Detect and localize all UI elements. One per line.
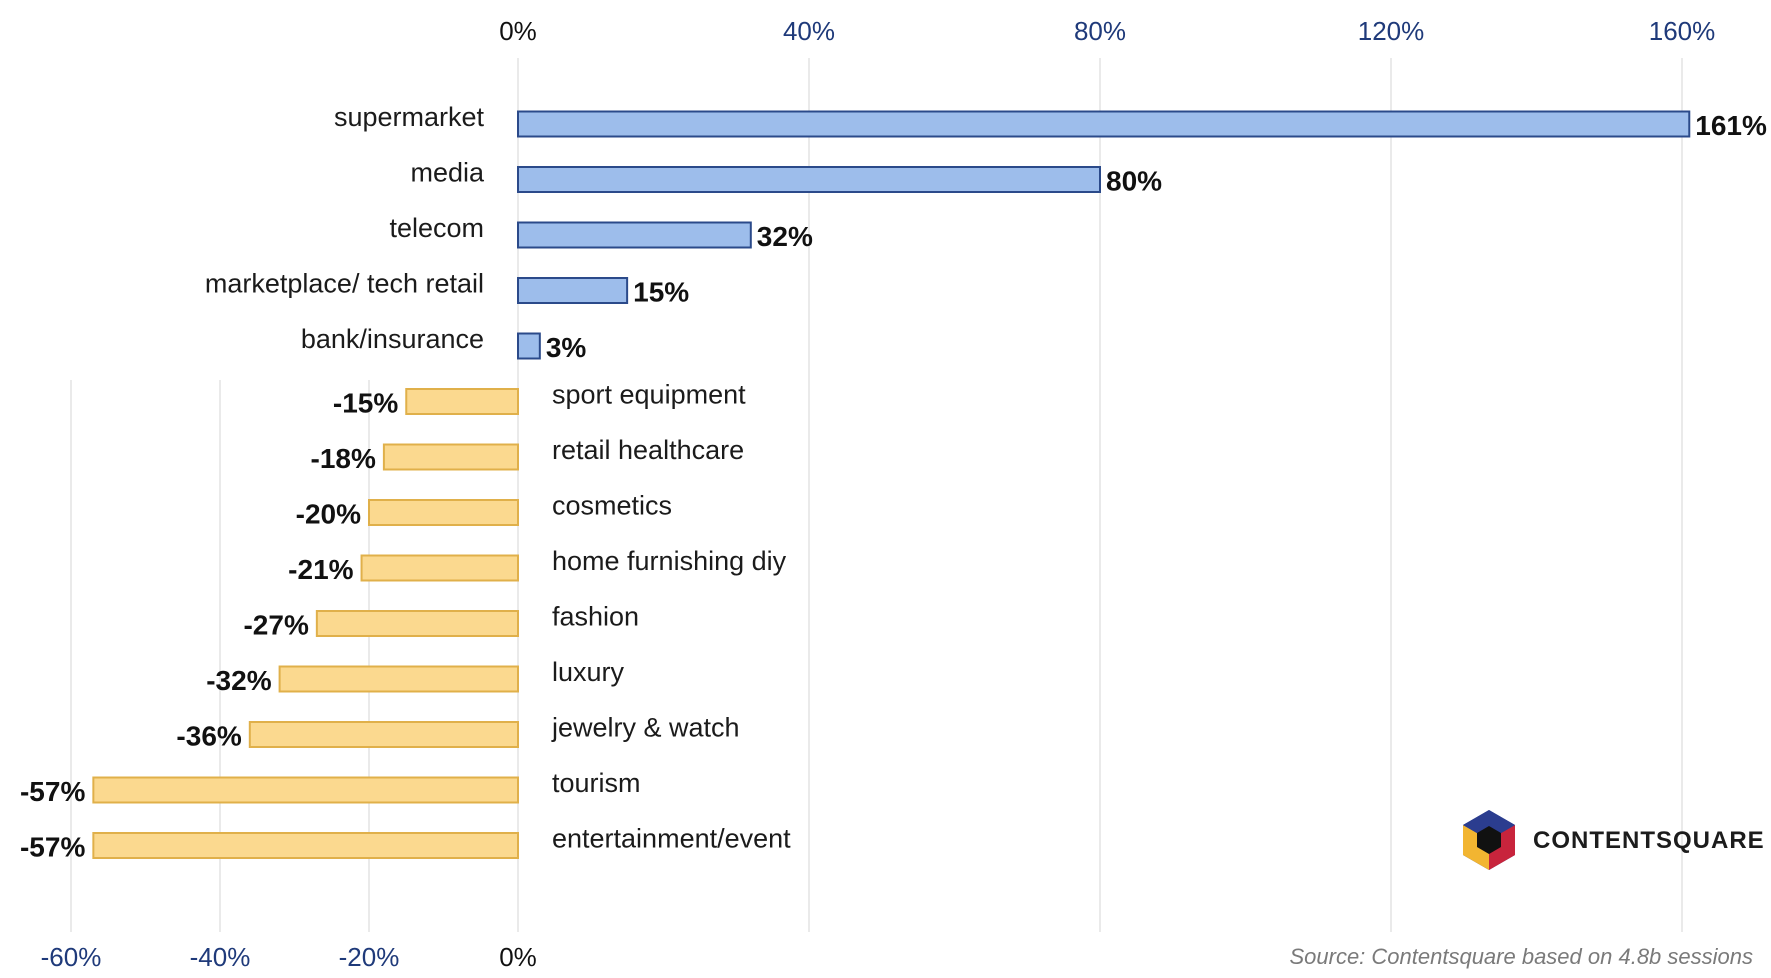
value-label: -32%: [206, 665, 271, 696]
top-tick-label: 160%: [1649, 16, 1716, 46]
value-labels: 161% 80% 32% 15% 3% -15% -18% -20% -21% -27% -32% -…: [20, 110, 1767, 863]
bottom-tick-label: -60%: [41, 942, 102, 972]
bar: [92, 832, 519, 859]
grid-lines: [70, 58, 1683, 932]
value-label: -15%: [333, 388, 398, 419]
bar: [368, 499, 519, 526]
category-label: media: [410, 158, 485, 188]
value-label: 3%: [546, 332, 587, 363]
bottom-tick-label: -20%: [339, 942, 400, 972]
category-label: tourism: [552, 768, 641, 798]
value-label: 15%: [633, 277, 689, 308]
value-label: -36%: [176, 721, 241, 752]
bar: [360, 554, 519, 582]
category-label: fashion: [552, 602, 639, 632]
top-tick-label: 80%: [1074, 16, 1126, 46]
bar: [517, 277, 629, 304]
category-label: telecom: [389, 213, 484, 243]
brand-name: CONTENTSQUARE: [1533, 827, 1765, 854]
category-label: marketplace/ tech retail: [205, 269, 484, 299]
bar: [382, 443, 519, 471]
value-label: 161%: [1695, 110, 1767, 141]
bar: [278, 665, 519, 693]
category-label: cosmetics: [552, 491, 672, 521]
bar: [517, 110, 1691, 138]
value-label: -57%: [20, 832, 85, 863]
brand-logo: CONTENTSQUARE: [1459, 808, 1765, 874]
bottom-axis-ticks: -60% -40% -20% 0%: [41, 942, 537, 972]
category-label: jewelry & watch: [551, 713, 740, 743]
bar: [248, 721, 520, 748]
category-label: bank/insurance: [301, 324, 484, 354]
bar: [315, 610, 519, 637]
top-tick-label: 120%: [1358, 16, 1425, 46]
category-label: home furnishing diy: [552, 546, 787, 576]
bar: [92, 776, 519, 804]
category-labels: supermarket media telecom marketplace/ tech…: [205, 102, 791, 854]
category-label: entertainment/event: [552, 824, 791, 854]
contentsquare-hexagon-icon: [1463, 810, 1515, 870]
source-note: Source: Contentsquare based on 4.8b sess…: [1289, 944, 1753, 969]
category-label: retail healthcare: [552, 435, 744, 465]
bottom-tick-label: -40%: [190, 942, 251, 972]
value-label: -57%: [20, 776, 85, 807]
bars: [92, 110, 1691, 859]
value-label: -27%: [243, 610, 308, 641]
value-label: 32%: [757, 221, 813, 252]
bar: [517, 332, 541, 360]
bar: [517, 221, 752, 249]
category-label: luxury: [552, 657, 625, 687]
category-label: supermarket: [334, 102, 485, 132]
category-label: sport equipment: [552, 380, 746, 410]
value-label: 80%: [1106, 166, 1162, 197]
value-label: -18%: [311, 443, 376, 474]
value-label: -20%: [296, 499, 361, 530]
bar: [405, 388, 519, 415]
top-tick-label: 0%: [499, 16, 537, 46]
value-label: -21%: [288, 554, 353, 585]
top-axis-ticks: 0% 40% 80% 120% 160%: [499, 16, 1715, 46]
bar: [517, 166, 1101, 193]
bottom-tick-label: 0%: [499, 942, 537, 972]
top-tick-label: 40%: [783, 16, 835, 46]
